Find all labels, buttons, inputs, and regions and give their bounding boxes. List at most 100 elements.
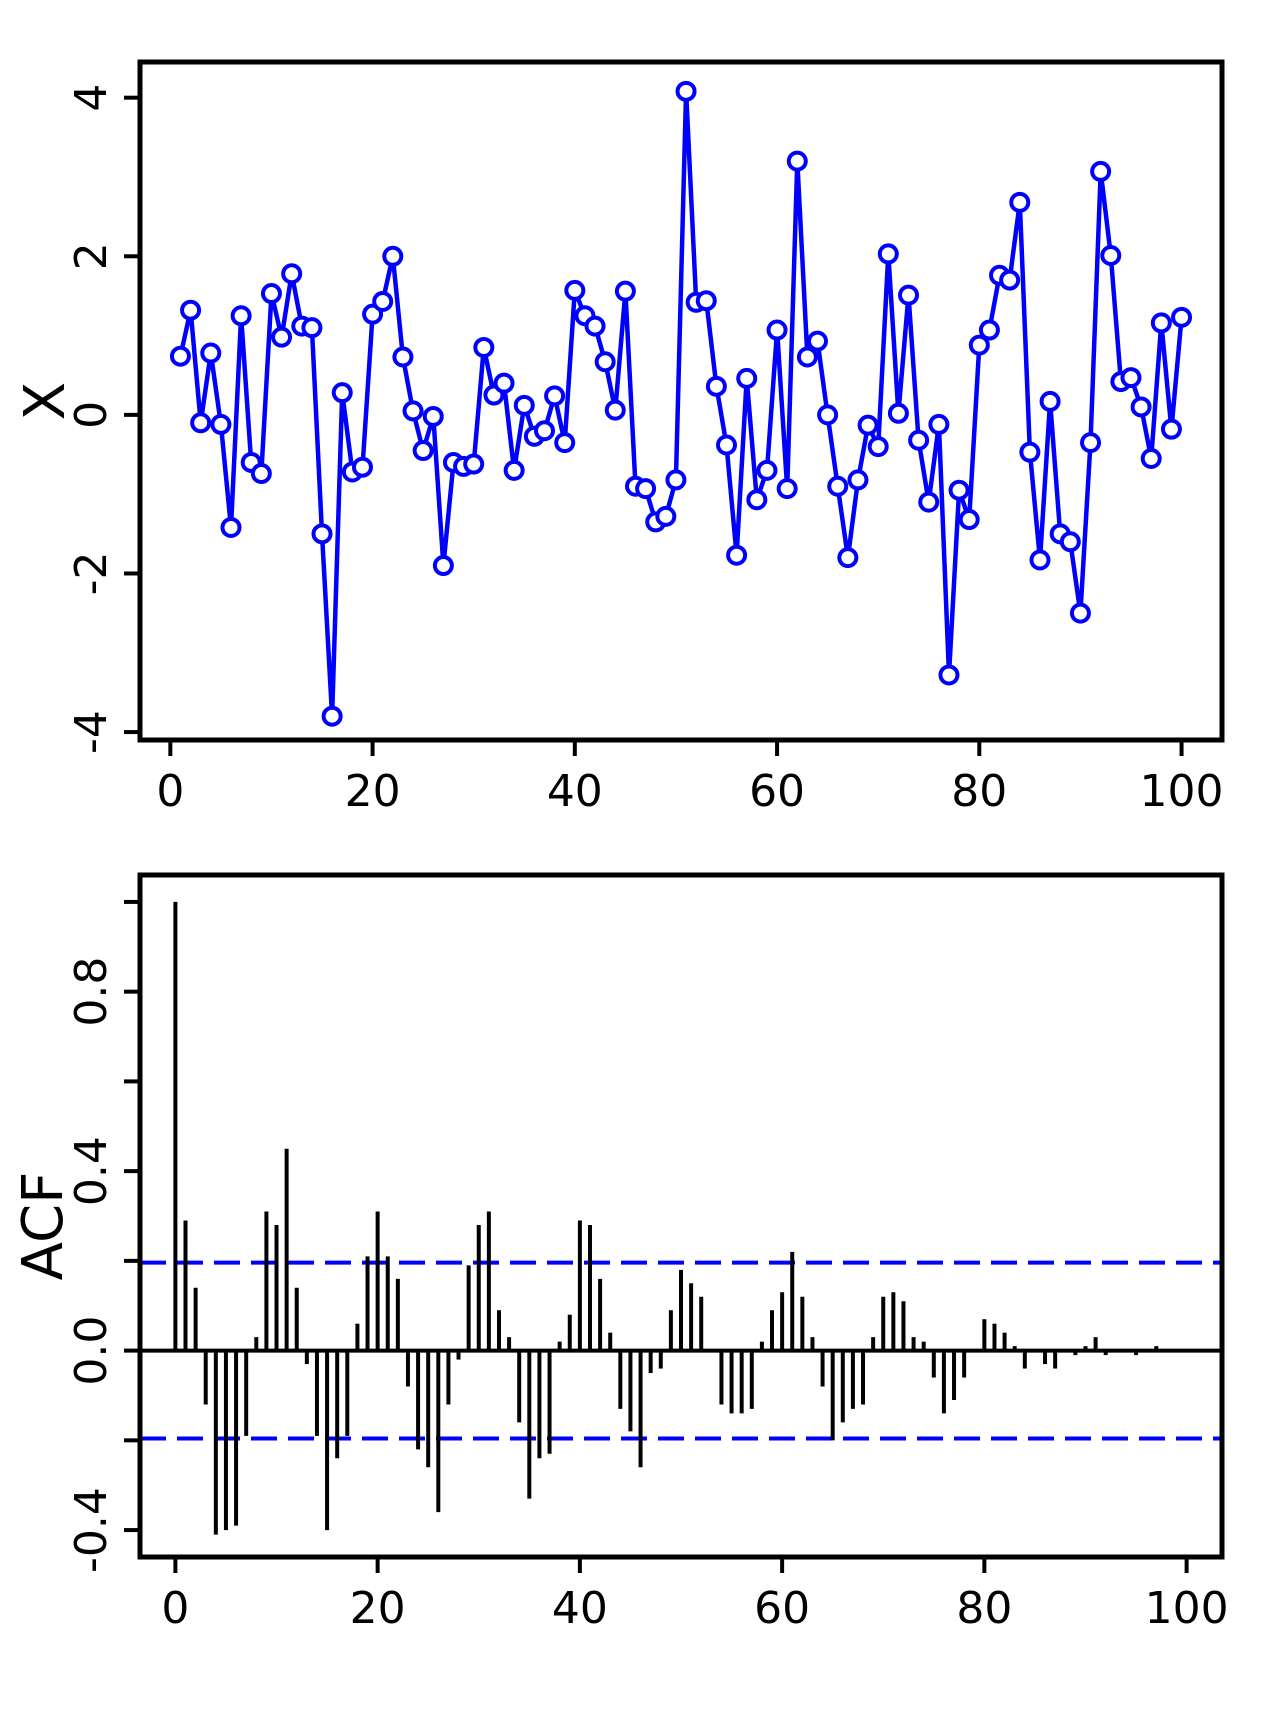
data-point [220, 516, 242, 538]
x-tick-label-top: 60 [749, 766, 805, 817]
data-point [908, 429, 930, 451]
data-point [958, 509, 980, 531]
acf-panel: 0 20 40 60 80 100 -0.4 0.0 0.4 0.8 ACF [11, 872, 1229, 1634]
data-point [867, 436, 889, 458]
data-point [705, 375, 727, 397]
x-tick-label-top: 20 [345, 766, 401, 817]
data-point [746, 489, 768, 511]
data-point [776, 478, 798, 500]
data-point [665, 469, 687, 491]
data-point [827, 475, 849, 497]
data-point [230, 305, 252, 327]
data-point [250, 463, 272, 485]
data-point [978, 319, 1000, 341]
data-point [766, 319, 788, 341]
x-tick-label-top: 0 [156, 766, 184, 817]
data-point [736, 367, 758, 389]
data-point [786, 150, 808, 172]
data-point [695, 290, 717, 312]
y-tick-label-top: -4 [66, 710, 117, 754]
data-point [1120, 367, 1142, 389]
data-point [1090, 160, 1112, 182]
series-line-x [178, 89, 1184, 719]
data-point [544, 385, 566, 407]
data-point [321, 705, 343, 727]
data-point [200, 342, 222, 364]
data-point [604, 399, 626, 421]
data-point [837, 547, 859, 569]
data-point [999, 269, 1021, 291]
series-acf [140, 901, 1222, 1535]
data-point [1140, 447, 1162, 469]
data-point [503, 459, 525, 481]
data-point [635, 478, 657, 500]
data-point [422, 405, 444, 427]
data-point [796, 346, 818, 368]
x-tick-label-bottom: 40 [552, 1583, 608, 1634]
plot-frame-top [137, 59, 1225, 743]
axes-top: 0 20 40 60 80 100 -4 -2 0 2 4 [66, 84, 1224, 817]
data-point [857, 414, 879, 436]
y-axis-label-acf: ACF [11, 1172, 76, 1281]
data-point [382, 245, 404, 267]
data-point [584, 315, 606, 337]
data-point [655, 505, 677, 527]
data-point [493, 372, 515, 394]
data-point [392, 346, 414, 368]
data-point [564, 279, 586, 301]
data-point [938, 664, 960, 686]
data-point [331, 382, 353, 404]
data-point [898, 284, 920, 306]
series-x [169, 80, 1193, 727]
data-point [817, 404, 839, 426]
data-point [473, 336, 495, 358]
x-tick-label-bottom: 100 [1145, 1583, 1229, 1634]
data-point [726, 544, 748, 566]
y-tick-label-top: 4 [66, 84, 117, 112]
y-tick-label-bottom: -0.4 [66, 1487, 117, 1573]
data-point [1160, 418, 1182, 440]
data-point [807, 330, 829, 352]
data-point [412, 440, 434, 462]
data-point [301, 317, 323, 339]
data-point [402, 400, 424, 422]
data-point [948, 479, 970, 501]
data-point [180, 299, 202, 321]
data-point [928, 413, 950, 435]
x-tick-label-top: 80 [951, 766, 1007, 817]
data-point [1019, 441, 1041, 463]
data-point [169, 345, 191, 367]
y-tick-label-bottom: 0.4 [66, 1136, 117, 1206]
y-tick-label-top: 0 [66, 401, 117, 429]
data-point [1130, 396, 1152, 418]
data-point [311, 523, 333, 545]
data-point [918, 491, 940, 513]
data-point [847, 469, 869, 491]
axes-bottom: 0 20 40 60 80 100 -0.4 0.0 0.4 0.8 [66, 899, 1229, 1634]
data-point [1059, 531, 1081, 553]
time-series-panel: 0 20 40 60 80 100 -4 -2 0 2 4 X [13, 59, 1225, 817]
data-point [1039, 390, 1061, 412]
data-point [716, 434, 738, 456]
data-point [463, 453, 485, 475]
x-tick-label-top: 100 [1140, 766, 1224, 817]
data-point [351, 456, 373, 478]
data-point [1171, 306, 1193, 328]
data-point [877, 243, 899, 265]
y-tick-label-top: -2 [66, 552, 117, 596]
x-tick-label-bottom: 20 [350, 1583, 406, 1634]
data-point [260, 283, 282, 305]
data-point [887, 402, 909, 424]
x-tick-label-bottom: 60 [754, 1583, 810, 1634]
data-point [1029, 549, 1051, 571]
data-point [968, 334, 990, 356]
data-point [513, 394, 535, 416]
data-point [594, 351, 616, 373]
data-point [1069, 602, 1091, 624]
y-axis-label-x: X [13, 382, 78, 420]
data-point [372, 290, 394, 312]
y-tick-label-bottom: 0.8 [66, 957, 117, 1027]
data-point [190, 412, 212, 434]
